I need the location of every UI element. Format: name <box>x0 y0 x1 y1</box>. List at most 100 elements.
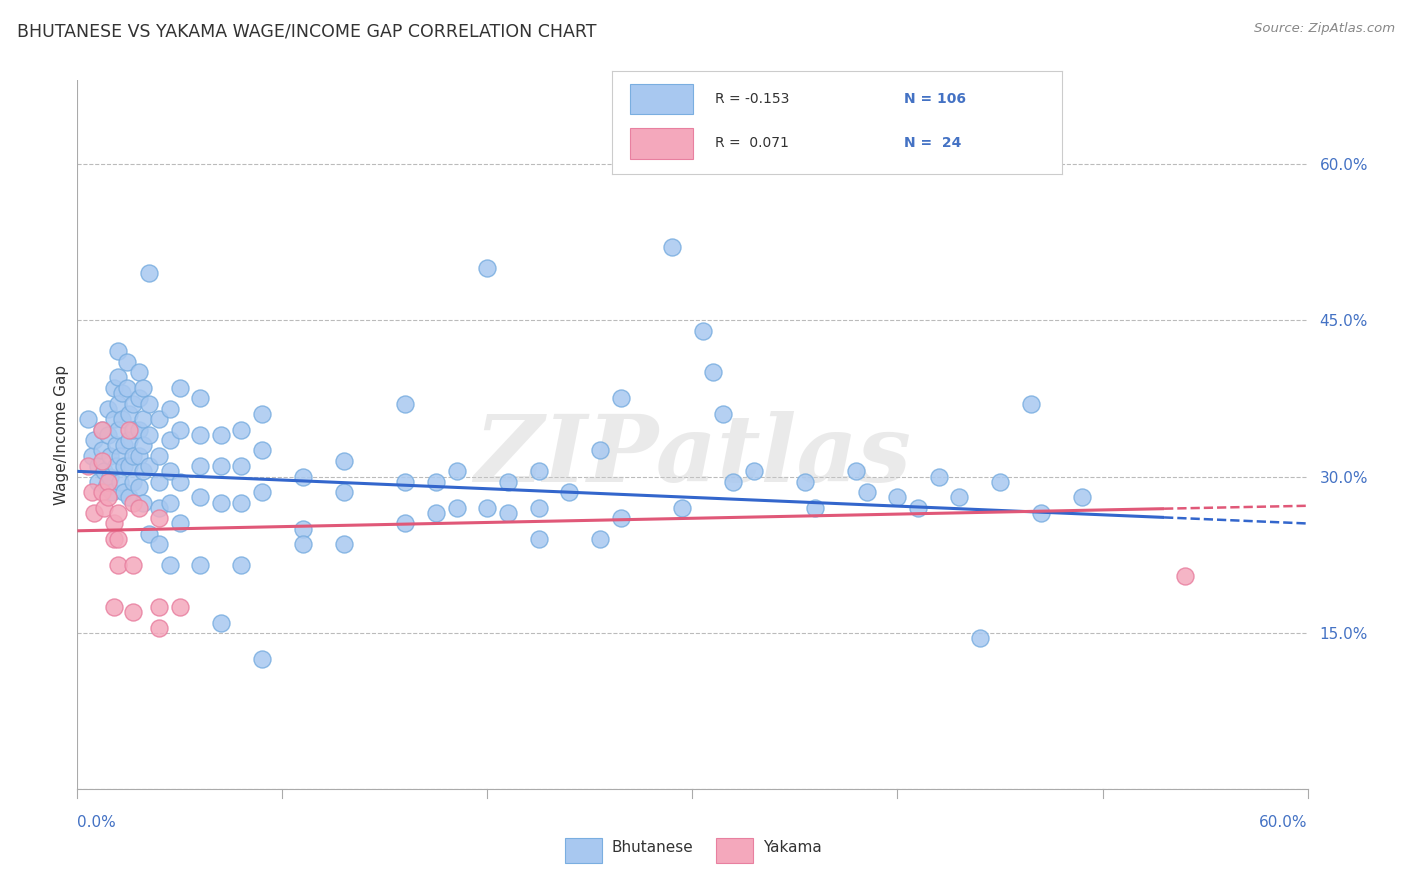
Point <box>87 475 110 489</box>
Point <box>169 599 191 614</box>
Point <box>527 532 550 546</box>
Point <box>425 475 447 489</box>
Point <box>107 423 129 437</box>
Point <box>107 558 129 573</box>
Point <box>477 500 499 515</box>
Point <box>1019 396 1042 410</box>
Point <box>97 428 120 442</box>
Point <box>138 266 160 280</box>
Point <box>83 506 105 520</box>
Point <box>188 459 212 474</box>
Point <box>169 381 191 395</box>
Point <box>121 423 143 437</box>
Point <box>231 558 253 573</box>
Point <box>148 599 170 614</box>
Point <box>1174 568 1197 582</box>
Point <box>107 506 129 520</box>
Point <box>132 464 155 478</box>
Point <box>250 407 273 421</box>
Point <box>209 428 232 442</box>
Point <box>948 491 970 505</box>
Point <box>121 605 143 619</box>
Point <box>128 480 150 494</box>
Text: Yakama: Yakama <box>762 840 821 855</box>
Point <box>76 459 98 474</box>
Point <box>250 485 273 500</box>
Point <box>105 438 128 452</box>
Point <box>723 475 745 489</box>
Point <box>93 464 115 478</box>
Point <box>103 532 125 546</box>
Bar <box>716 838 754 863</box>
Point <box>496 475 519 489</box>
Point <box>121 475 143 489</box>
Point <box>845 464 868 478</box>
Point <box>103 412 125 426</box>
Point <box>250 652 273 666</box>
Point <box>132 495 155 509</box>
Point <box>128 392 150 406</box>
Point <box>128 365 150 379</box>
Point <box>477 260 499 275</box>
Point <box>425 506 447 520</box>
Point <box>98 469 121 483</box>
Point <box>111 412 134 426</box>
Text: Bhutanese: Bhutanese <box>612 840 693 855</box>
Point <box>333 454 356 468</box>
Point <box>107 396 129 410</box>
Point <box>110 475 132 489</box>
Text: N = 106: N = 106 <box>904 92 966 106</box>
Point <box>93 500 115 515</box>
Point <box>103 381 125 395</box>
Point <box>394 475 416 489</box>
Point <box>105 459 128 474</box>
Point <box>80 449 103 463</box>
Point <box>1029 506 1052 520</box>
Point <box>1071 491 1094 505</box>
Point <box>159 558 181 573</box>
Point <box>609 392 631 406</box>
Point <box>121 449 143 463</box>
Point <box>103 516 125 531</box>
Text: 0.0%: 0.0% <box>77 815 117 830</box>
Point <box>80 485 103 500</box>
Point <box>671 500 693 515</box>
Point <box>169 475 191 489</box>
Point <box>128 449 150 463</box>
Point <box>117 433 139 447</box>
Point <box>291 522 314 536</box>
Point <box>103 599 125 614</box>
Point <box>855 485 877 500</box>
Point <box>132 438 155 452</box>
Point <box>589 532 612 546</box>
Point <box>87 459 110 474</box>
Bar <box>565 838 602 863</box>
Point <box>138 428 160 442</box>
Point <box>742 464 765 478</box>
Text: BHUTANESE VS YAKAMA WAGE/INCOME GAP CORRELATION CHART: BHUTANESE VS YAKAMA WAGE/INCOME GAP CORR… <box>17 22 596 40</box>
Point <box>794 475 817 489</box>
Point <box>107 370 129 384</box>
Point <box>589 443 612 458</box>
Point <box>128 423 150 437</box>
Point <box>83 433 105 447</box>
Point <box>231 459 253 474</box>
Point <box>132 412 155 426</box>
Point <box>114 438 136 452</box>
Point <box>98 449 121 463</box>
Point <box>907 500 929 515</box>
Point <box>527 464 550 478</box>
Point <box>148 412 170 426</box>
Point <box>928 469 950 483</box>
Point <box>138 396 160 410</box>
Point <box>107 344 129 359</box>
Point <box>97 475 120 489</box>
Point <box>90 423 114 437</box>
Point <box>169 423 191 437</box>
Point <box>188 491 212 505</box>
Text: Source: ZipAtlas.com: Source: ZipAtlas.com <box>1254 22 1395 36</box>
Point <box>159 495 181 509</box>
Point <box>148 475 170 489</box>
Point <box>692 324 714 338</box>
Point <box>188 558 212 573</box>
